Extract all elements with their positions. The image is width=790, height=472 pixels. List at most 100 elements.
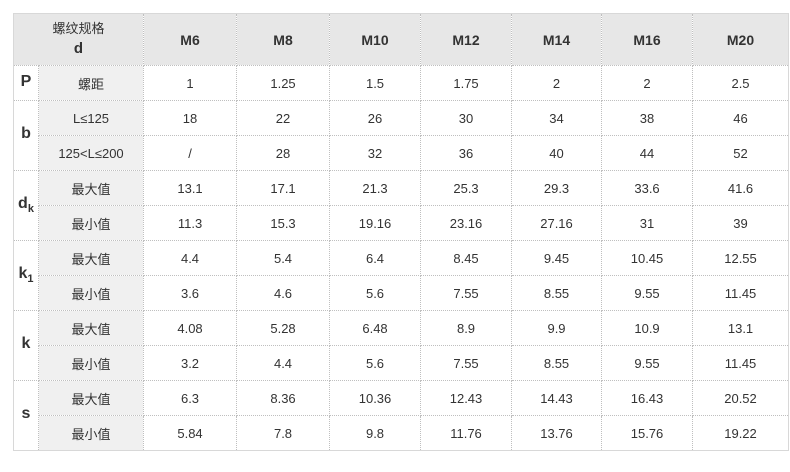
data-cell: 38 <box>601 100 694 136</box>
data-cell: 4.6 <box>236 275 331 311</box>
data-cell: 2 <box>601 65 694 101</box>
row-sublabel: 螺距 <box>37 65 145 101</box>
data-cell: 12.43 <box>420 380 513 416</box>
data-cell: 15.76 <box>601 415 694 451</box>
data-cell: 25.3 <box>420 170 513 206</box>
data-cell: 15.3 <box>236 205 331 241</box>
data-cell: 6.3 <box>143 380 238 416</box>
table-row-b-1: b L≤125 18 22 26 30 34 38 46 <box>13 100 790 171</box>
row-sublabel: 最大值 <box>37 240 145 276</box>
data-cell: 14.43 <box>511 380 603 416</box>
data-cell: 3.6 <box>143 275 238 311</box>
row-sublabel: 最小值 <box>37 345 145 381</box>
data-cell: 13.1 <box>143 170 238 206</box>
data-cell: 1.5 <box>329 65 422 101</box>
data-cell: 18 <box>143 100 238 136</box>
data-cell: 7.55 <box>420 275 513 311</box>
data-cell: 11.3 <box>143 205 238 241</box>
param-label-b: b <box>13 100 39 171</box>
data-cell: 10.45 <box>601 240 694 276</box>
data-cell: 33.6 <box>601 170 694 206</box>
data-cell: 52 <box>692 135 790 171</box>
data-cell: 7.8 <box>236 415 331 451</box>
data-cell: 16.43 <box>601 380 694 416</box>
data-cell: 10.9 <box>601 310 694 346</box>
data-cell: 29.3 <box>511 170 603 206</box>
param-label-dk: dk <box>13 170 39 241</box>
data-cell: 28 <box>236 135 331 171</box>
data-cell: 1.25 <box>236 65 331 101</box>
data-cell: 9.9 <box>511 310 603 346</box>
data-cell: 23.16 <box>420 205 513 241</box>
param-label-s: s <box>13 380 39 451</box>
col-header-m6: M6 <box>143 13 238 66</box>
data-cell: 4.4 <box>143 240 238 276</box>
data-cell: 22 <box>236 100 331 136</box>
data-cell: 31 <box>601 205 694 241</box>
data-cell: 10.36 <box>329 380 422 416</box>
data-cell: 8.36 <box>236 380 331 416</box>
table-row-k1-1: k1 最大值 4.4 5.4 6.4 8.45 9.45 10.45 12.55 <box>13 240 790 311</box>
data-cell: 6.48 <box>329 310 422 346</box>
row-sublabel: 最小值 <box>37 205 145 241</box>
data-cell: 4.4 <box>236 345 331 381</box>
data-cell: / <box>143 135 238 171</box>
col-header-m20: M20 <box>692 13 790 66</box>
data-cell: 8.55 <box>511 275 603 311</box>
row-sublabel: 最大值 <box>37 380 145 416</box>
data-cell: 34 <box>511 100 603 136</box>
data-cell: 3.2 <box>143 345 238 381</box>
data-cell: 41.6 <box>692 170 790 206</box>
data-cell: 32 <box>329 135 422 171</box>
table-row-k1-2: 最小值 3.6 4.6 5.6 7.55 8.55 9.55 11.45 <box>14 275 790 311</box>
data-cell: 44 <box>601 135 694 171</box>
spec-header-line2: d <box>73 40 84 57</box>
row-sublabel: L≤125 <box>37 100 145 136</box>
col-header-m16: M16 <box>601 13 694 66</box>
table-row-p: P 螺距 1 1.25 1.5 1.75 2 2 2.5 <box>13 65 790 101</box>
data-cell: 20.52 <box>692 380 790 416</box>
data-cell: 11.45 <box>692 345 790 381</box>
table-row-s-2: 最小值 5.84 7.8 9.8 11.76 13.76 15.76 19.22 <box>14 415 790 451</box>
data-cell: 1 <box>143 65 238 101</box>
table-row-s-1: s 最大值 6.3 8.36 10.36 12.43 14.43 16.43 2… <box>13 380 790 451</box>
data-cell: 30 <box>420 100 513 136</box>
data-cell: 46 <box>692 100 790 136</box>
data-cell: 8.45 <box>420 240 513 276</box>
spec-header-line1: 螺纹规格 <box>52 20 105 36</box>
data-cell: 27.16 <box>511 205 603 241</box>
data-cell: 17.1 <box>236 170 331 206</box>
data-cell: 11.45 <box>692 275 790 311</box>
table-row-dk-1: dk 最大值 13.1 17.1 21.3 25.3 29.3 33.6 41.… <box>13 170 790 241</box>
data-cell: 13.76 <box>511 415 603 451</box>
param-label-k: k <box>13 310 39 381</box>
data-cell: 6.4 <box>329 240 422 276</box>
data-cell: 5.6 <box>329 275 422 311</box>
data-cell: 5.84 <box>143 415 238 451</box>
thread-spec-table: 螺纹规格 d M6 M8 M10 M12 M14 M16 M20 P 螺距 1 … <box>12 13 790 451</box>
data-cell: 8.55 <box>511 345 603 381</box>
row-sublabel: 最小值 <box>37 415 145 451</box>
data-cell: 9.45 <box>511 240 603 276</box>
col-header-m8: M8 <box>236 13 331 66</box>
data-cell: 5.28 <box>236 310 331 346</box>
table-row-k-2: 最小值 3.2 4.4 5.6 7.55 8.55 9.55 11.45 <box>14 345 790 381</box>
data-cell: 39 <box>692 205 790 241</box>
table-row-b-2: 125<L≤200 / 28 32 36 40 44 52 <box>14 135 790 171</box>
data-cell: 11.76 <box>420 415 513 451</box>
table-row-k-1: k 最大值 4.08 5.28 6.48 8.9 9.9 10.9 13.1 <box>13 310 790 381</box>
data-cell: 19.22 <box>692 415 790 451</box>
data-cell: 19.16 <box>329 205 422 241</box>
data-cell: 26 <box>329 100 422 136</box>
data-cell: 12.55 <box>692 240 790 276</box>
row-sublabel: 125<L≤200 <box>37 135 145 171</box>
data-cell: 8.9 <box>420 310 513 346</box>
row-sublabel: 最大值 <box>37 170 145 206</box>
data-cell: 4.08 <box>143 310 238 346</box>
data-cell: 13.1 <box>692 310 790 346</box>
data-cell: 2 <box>511 65 603 101</box>
spec-table-container: 螺纹规格 d M6 M8 M10 M12 M14 M16 M20 P 螺距 1 … <box>12 13 790 451</box>
data-cell: 9.55 <box>601 275 694 311</box>
row-sublabel: 最大值 <box>37 310 145 346</box>
data-cell: 5.6 <box>329 345 422 381</box>
